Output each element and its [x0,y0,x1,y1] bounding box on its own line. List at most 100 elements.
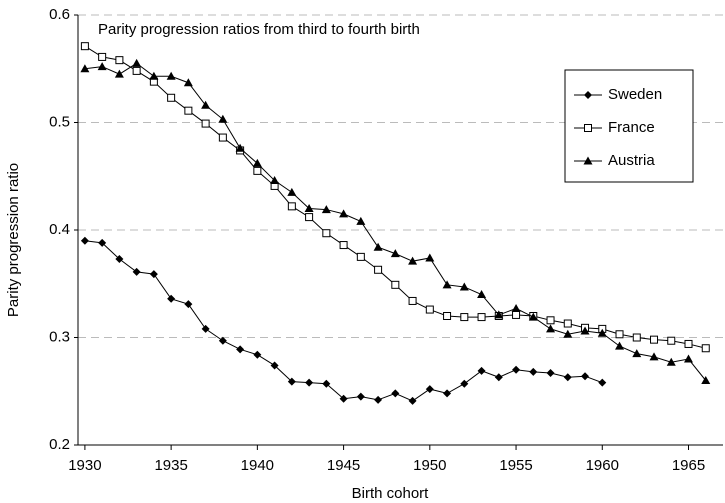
marker [546,368,555,377]
y-axis-label: Parity progression ratio [5,163,22,317]
marker [632,333,641,342]
marker [511,303,521,312]
marker [149,71,159,80]
marker [528,312,538,321]
marker [563,329,573,338]
marker [184,300,193,309]
marker [494,310,504,319]
marker [666,357,676,366]
marker [425,385,434,394]
series-line [84,240,603,402]
marker [701,344,710,353]
marker [598,378,607,387]
legend-marker [584,91,592,99]
marker [115,255,124,264]
x-tick-label: 1935 [154,457,187,474]
x-tick-label: 1945 [327,457,360,474]
marker [287,202,296,211]
marker [201,324,210,333]
marker [201,100,211,109]
marker [132,66,141,75]
marker [408,396,417,405]
marker [425,305,434,314]
marker [167,93,176,102]
marker [356,252,365,261]
marker [270,176,280,185]
marker [581,372,590,381]
marker [684,354,694,363]
marker [201,119,210,128]
marker [459,282,469,291]
marker [339,209,349,218]
marker [236,345,245,354]
y-tick-label: 0.5 [49,113,70,130]
marker [477,366,486,375]
marker [580,326,590,335]
marker [149,270,158,279]
marker [442,280,452,289]
x-tick-label: 1950 [413,457,446,474]
legend: Sweden France Austria [564,69,694,183]
marker [512,365,521,374]
marker [322,229,331,238]
marker [374,265,383,274]
marker [667,336,676,345]
marker [391,280,400,289]
marker [132,58,142,67]
marker [218,133,227,142]
marker [218,114,228,123]
x-tick-label: 1965 [672,457,705,474]
marker [115,56,124,65]
marker [391,389,400,398]
marker [443,312,452,320]
marker [235,143,245,152]
marker [321,205,331,214]
marker [80,64,90,73]
marker [494,373,503,382]
marker [339,394,348,403]
marker [563,319,572,328]
marker [253,350,262,359]
marker [167,294,176,303]
marker [374,395,383,404]
x-tick-label: 1930 [68,457,101,474]
marker [80,42,89,51]
marker [305,213,314,222]
x-tick-label: 1955 [499,457,532,474]
marker [252,158,262,167]
marker [460,379,469,388]
legend-label: Austria [608,152,655,169]
marker [390,249,400,258]
y-tick-label: 0.6 [49,6,70,23]
marker [546,324,556,333]
y-tick-label: 0.2 [49,436,70,453]
marker [460,313,469,322]
marker [632,349,642,358]
legend-label: France [608,119,655,136]
legend-label: Sweden [608,86,662,103]
marker [80,236,89,245]
marker [373,242,383,251]
marker [132,267,141,276]
x-axis-label: Birth cohort [352,485,430,502]
marker [650,335,659,344]
marker [615,341,625,350]
marker [98,238,107,247]
y-tick-label: 0.4 [49,221,70,238]
legend-marker [583,156,593,165]
marker [339,241,348,250]
x-tick-label: 1960 [586,457,619,474]
marker [166,71,176,80]
marker [649,352,659,361]
marker [218,336,227,345]
marker [529,367,538,376]
marker [408,296,417,305]
marker [184,106,193,115]
y-tick-label: 0.3 [49,328,70,345]
marker [356,216,366,225]
marker [98,52,107,61]
marker [287,187,297,196]
marker [684,339,693,348]
marker [512,310,521,319]
